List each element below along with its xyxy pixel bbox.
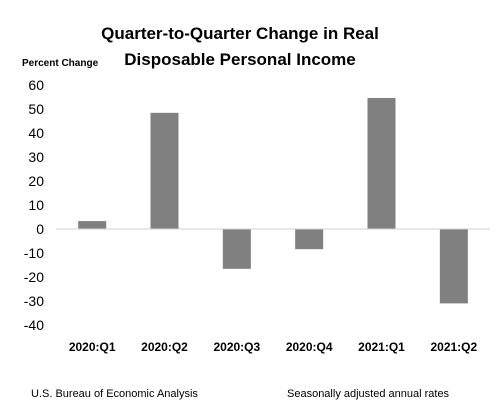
x-tick-label: 2021:Q1 xyxy=(358,340,405,354)
y-tick-labels: 60 50 40 30 20 10 0 -10 -20 -30 -40 xyxy=(24,77,44,333)
x-tick-label: 2020:Q2 xyxy=(141,340,188,354)
bar-2020-q4 xyxy=(295,229,324,250)
y-tick-label: -20 xyxy=(24,269,44,285)
y-tick-label: -40 xyxy=(24,317,44,333)
y-axis-label: Percent Change xyxy=(22,58,99,69)
chart-title-line2: Disposable Personal Income xyxy=(124,50,356,69)
y-tick-label: -10 xyxy=(24,245,44,261)
x-tick-label: 2020:Q3 xyxy=(213,340,260,354)
bar-2020-q1 xyxy=(78,221,107,229)
y-tick-label: 40 xyxy=(28,125,44,141)
y-tick-label: 50 xyxy=(28,101,44,117)
bar-2020-q3 xyxy=(222,229,251,269)
bar-2020-q2 xyxy=(150,112,179,229)
y-tick-label: -30 xyxy=(24,293,44,309)
bars xyxy=(78,97,468,304)
y-tick-label: 0 xyxy=(36,221,44,237)
bar-2021-q1 xyxy=(367,97,396,230)
y-tick-label: 30 xyxy=(28,149,44,165)
chart-title-line1: Quarter-to-Quarter Change in Real xyxy=(101,24,379,43)
seasonal-note: Seasonally adjusted annual rates xyxy=(287,388,450,400)
y-tick-label: 10 xyxy=(28,197,44,213)
x-tick-label: 2021:Q2 xyxy=(430,340,477,354)
x-tick-label: 2020:Q4 xyxy=(286,340,333,354)
source-note: U.S. Bureau of Economic Analysis xyxy=(31,388,198,400)
y-tick-label: 20 xyxy=(28,173,44,189)
y-tick-label: 60 xyxy=(28,77,44,93)
x-tick-label: 2020:Q1 xyxy=(69,340,116,354)
bar-2021-q2 xyxy=(439,229,468,304)
x-tick-labels: 2020:Q1 2020:Q2 2020:Q3 2020:Q4 2021:Q1 2021:… xyxy=(69,340,478,354)
